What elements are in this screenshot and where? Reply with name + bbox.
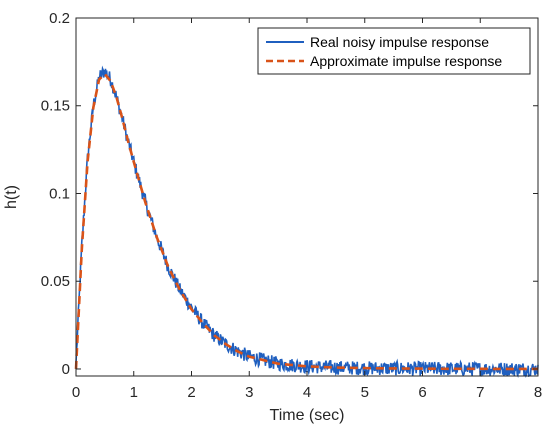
y-tick-label: 0.2	[49, 10, 70, 27]
x-axis-label: Time (sec)	[270, 407, 345, 424]
x-tick-label: 8	[534, 384, 542, 401]
legend-label-approx: Approximate impulse response	[310, 53, 502, 69]
x-tick-label: 2	[187, 384, 195, 401]
x-tick-label: 7	[476, 384, 484, 401]
plot-background	[76, 18, 538, 376]
y-axis-label: h(t)	[3, 185, 20, 209]
legend-box	[257, 27, 531, 75]
y-tick-label: 0.1	[49, 185, 70, 202]
x-tick-label: 1	[130, 384, 138, 401]
series-layer	[74, 65, 539, 379]
x-tick-label: 3	[245, 384, 253, 401]
x-tick-label: 4	[303, 384, 311, 401]
legend-label-real: Real noisy impulse response	[310, 34, 489, 50]
x-tick-label: 0	[72, 384, 80, 401]
axes-layer: 0 1 2 3 4 5 6 7 8 0 0.05 0.1 0.15 0.2	[41, 10, 542, 401]
x-tick-label: 5	[361, 384, 369, 401]
series-line-approximate	[74, 72, 538, 371]
y-tick-label: 0	[62, 361, 70, 378]
y-tick-label: 0.05	[41, 273, 70, 290]
legend: Real noisy impulse response Approximate …	[257, 27, 531, 75]
plot-area	[76, 18, 538, 376]
y-tick-label: 0.15	[41, 98, 70, 115]
x-tick-label: 6	[418, 384, 426, 401]
